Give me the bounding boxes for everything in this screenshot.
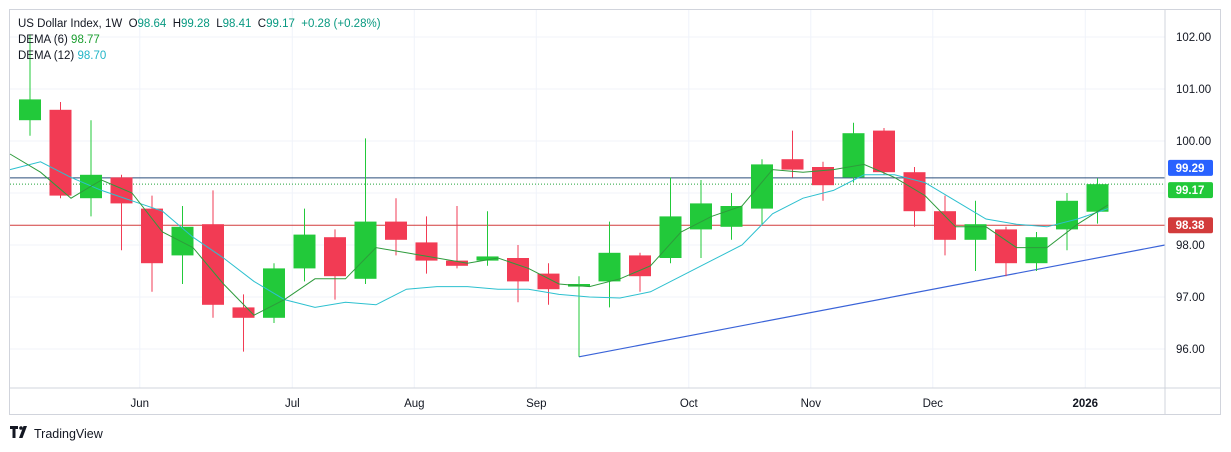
candle-body[interactable]	[1025, 237, 1048, 264]
candle-body[interactable]	[232, 307, 255, 318]
open-label: O	[128, 18, 138, 30]
candle-body[interactable]	[171, 226, 194, 256]
dema6-label: DEMA (6)	[18, 34, 68, 46]
dema12-legend[interactable]: DEMA (12) 98.70	[18, 48, 106, 64]
candle-body[interactable]	[812, 167, 834, 186]
x-tick-label: Sep	[526, 398, 546, 410]
candle-body[interactable]	[873, 130, 895, 173]
y-tick-label: 100.00	[1176, 136, 1211, 148]
trendline[interactable]	[578, 244, 1166, 358]
candle-body[interactable]	[476, 256, 499, 261]
resistance-price-badge-bg	[1168, 159, 1213, 176]
candle-body[interactable]	[751, 164, 773, 209]
tradingview-brand[interactable]: TradingView	[10, 426, 103, 441]
dema6-line	[9, 153, 1109, 316]
axes: 102.00101.00100.0099.0098.0097.0096.00Ju…	[10, 10, 1221, 415]
candle-body[interactable]	[110, 177, 133, 204]
candle-body[interactable]	[49, 109, 72, 196]
y-tick-label: 96.00	[1176, 344, 1205, 356]
low-value: 98.41	[222, 18, 252, 30]
high-value: 99.28	[181, 18, 210, 30]
candle-body[interactable]	[507, 258, 529, 282]
y-tick-label: 98.00	[1176, 240, 1205, 252]
y-tick-label: 97.00	[1176, 292, 1205, 304]
y-tick-label: 101.00	[1176, 84, 1211, 96]
x-tick-label: Aug	[404, 398, 424, 410]
x-tick-label: Jul	[285, 398, 300, 410]
tradingview-logo-icon	[10, 426, 30, 441]
level-lines	[10, 177, 1166, 358]
candle-body[interactable]	[537, 273, 560, 290]
x-tick-label: Dec	[923, 398, 944, 410]
candles	[19, 34, 1109, 357]
close-label: C	[257, 18, 267, 30]
symbol-name[interactable]: US Dollar Index	[18, 18, 99, 30]
x-tick-label: Jun	[131, 398, 150, 410]
dema6-value: 98.77	[71, 34, 100, 46]
dema12-label: DEMA (12)	[18, 50, 75, 62]
change-value: +0.28 (+0.28%)	[301, 18, 381, 30]
x-tick-label: 2026	[1073, 398, 1099, 410]
high-label: H	[172, 18, 182, 30]
candle-body[interactable]	[202, 224, 224, 305]
candle-body[interactable]	[19, 99, 41, 121]
price-badges: 99.29 99.17 98.38	[1168, 159, 1213, 234]
last-price-badge-text: 99.17	[1176, 185, 1205, 197]
candle-body[interactable]	[842, 133, 865, 178]
last-price-badge-bg	[1168, 182, 1213, 199]
candle-body[interactable]	[995, 229, 1017, 264]
brand-name: TradingView	[34, 426, 103, 441]
candle-body[interactable]	[629, 255, 651, 277]
ohlc-legend: US Dollar Index, 1W O98.64 H99.28 L98.41…	[18, 18, 381, 30]
dema6-legend[interactable]: DEMA (6) 98.77	[18, 32, 100, 48]
candle-body[interactable]	[1086, 184, 1109, 212]
dema12-value: 98.70	[77, 50, 107, 62]
dema-lines	[9, 153, 1109, 316]
low-label: L	[216, 18, 223, 30]
candle-body[interactable]	[293, 234, 316, 269]
resistance-price-badge-text: 99.29	[1176, 163, 1205, 175]
x-tick-label: Nov	[801, 398, 822, 410]
candle-body[interactable]	[141, 208, 163, 264]
dema12-line	[9, 161, 1109, 308]
open-value: 98.64	[137, 18, 167, 30]
candle-body[interactable]	[964, 224, 987, 240]
candle-body[interactable]	[446, 260, 468, 266]
close-value: 99.17	[266, 18, 295, 30]
candle-body[interactable]	[415, 242, 438, 261]
y-tick-label: 102.00	[1176, 32, 1211, 44]
grid	[10, 10, 1165, 388]
x-tick-label: Oct	[680, 398, 699, 410]
candle-body[interactable]	[903, 172, 926, 212]
candle-body[interactable]	[385, 221, 407, 240]
candle-body[interactable]	[781, 159, 804, 170]
candle-body[interactable]	[659, 216, 682, 258]
candle-body[interactable]	[324, 237, 346, 277]
candle-body[interactable]	[934, 211, 956, 240]
interval-label[interactable]: 1W	[104, 18, 123, 30]
support-price-badge-text: 98.38	[1176, 220, 1205, 232]
support-price-badge-bg	[1168, 217, 1213, 234]
candle-body[interactable]	[690, 203, 712, 230]
chart-frame[interactable]	[9, 9, 1221, 415]
candle-body[interactable]	[1056, 200, 1078, 230]
candle-body[interactable]	[598, 252, 621, 282]
